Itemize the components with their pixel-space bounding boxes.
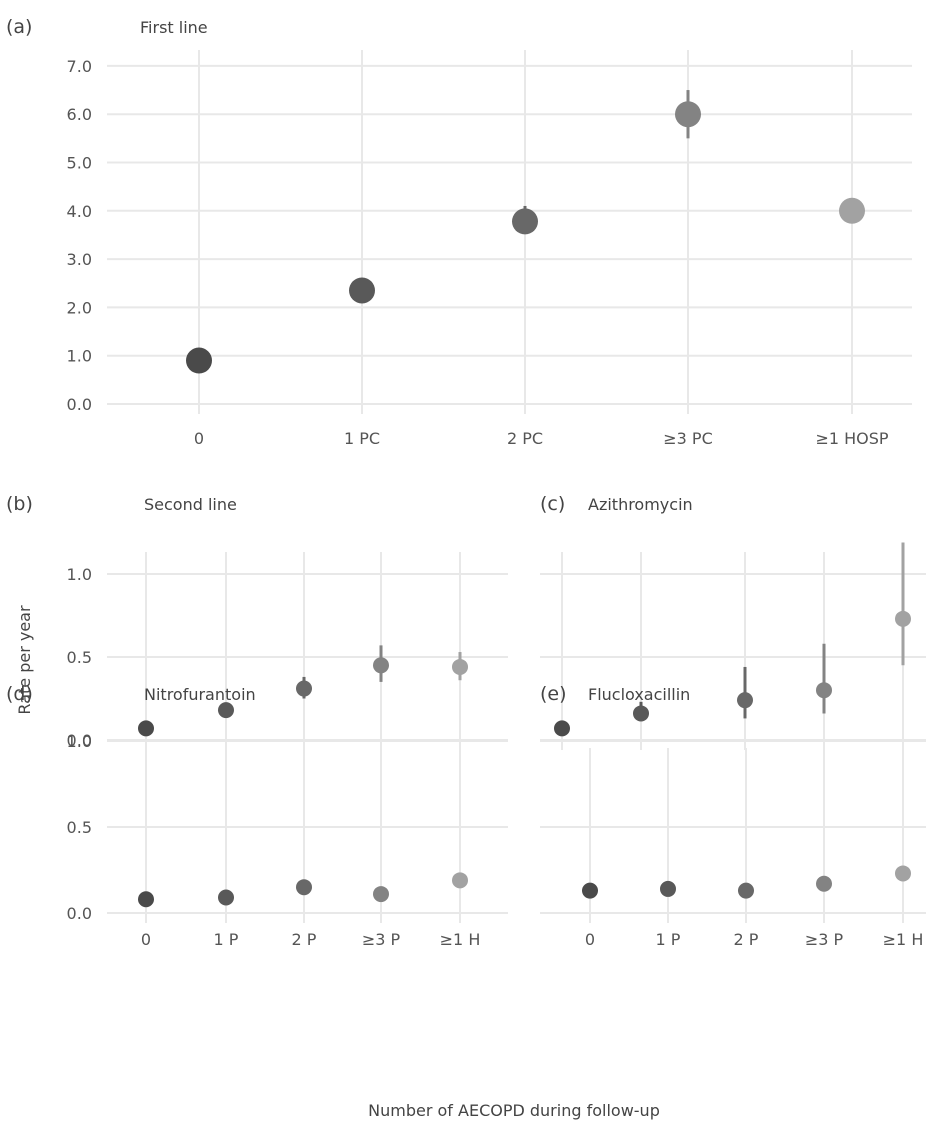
panel-letter: (a) [6,16,32,38]
data-point [675,101,701,128]
data-point [816,875,832,892]
panel-b: (b) Second line 0.0 0.5 1.0 [6,493,508,750]
data-point [218,889,234,906]
data-point [554,720,570,737]
x-tick-label: 1 P [656,930,681,949]
panel-title: Azithromycin [588,495,693,514]
data-point [186,347,212,374]
x-tick-label: ≥1 H [440,930,481,949]
panel-title: Flucloxacillin [588,685,690,704]
data-point [660,880,676,897]
panel-d: (d) Nitrofurantoin 0.0 0.5 1.0 0 1 P 2 P ≥3 P ≥1 … [6,683,508,949]
panel-title: Second line [144,495,237,514]
y-tick-label: 1.0 [67,732,92,751]
data-point [452,658,468,675]
data-point [218,702,234,719]
data-point [737,692,753,709]
y-tick-label: 3.0 [67,250,92,269]
data-point [895,865,911,882]
panel-letter: (c) [540,493,565,515]
data-point [582,882,598,899]
x-tick-label: 0 [585,930,595,949]
x-tick-label: ≥3 P [362,930,401,949]
x-tick-label: ≥1 H [883,930,924,949]
x-tick-label: ≥3 P [805,930,844,949]
panel-letter: (d) [6,683,33,705]
data-point [296,680,312,697]
x-tick-label: 2 PC [507,429,543,448]
y-tick-label: 7.0 [67,57,92,76]
x-axis-title: Number of AECOPD during follow-up [368,1101,660,1120]
panel-e: (e) Flucloxacillin 0 1 P 2 P ≥3 P ≥1 H [540,683,926,949]
data-point [373,657,389,674]
data-point [296,879,312,896]
data-point [738,882,754,899]
data-point [633,705,649,722]
data-point [839,197,865,224]
panel-letter: (e) [540,683,567,705]
x-tick-label: 1 P [214,930,239,949]
panel-title: First line [140,18,208,37]
y-tick-label: 0.0 [67,731,92,750]
y-tick-label: 0.0 [67,395,92,414]
y-tick-label: 1.0 [67,565,92,584]
panel-c: (c) Azithromycin [540,493,926,750]
data-point [895,610,911,627]
data-point [373,886,389,903]
data-point [512,208,538,235]
x-tick-label: ≥1 HOSP [815,429,888,448]
data-point [452,872,468,889]
panel-letter: (b) [6,493,33,515]
panel-title: Nitrofurantoin [144,685,256,704]
y-tick-label: 2.0 [67,298,92,317]
y-tick-label: 4.0 [67,202,92,221]
y-tick-label: 1.0 [67,347,92,366]
y-tick-label: 0.5 [67,818,92,837]
data-point [816,682,832,699]
x-tick-label: 0 [194,429,204,448]
y-tick-label: 0.5 [67,648,92,667]
x-tick-label: 2 P [292,930,317,949]
y-tick-label: 5.0 [67,154,92,173]
y-tick-label: 6.0 [67,105,92,124]
x-tick-label: 1 PC [344,429,380,448]
data-point [349,277,375,304]
data-point [138,891,154,908]
y-axis-title: Rate per year [15,605,34,715]
y-tick-label: 0.0 [67,904,92,923]
data-point [138,720,154,737]
x-tick-label: 2 P [734,930,759,949]
x-tick-label: ≥3 PC [663,429,713,448]
x-tick-label: 0 [141,930,151,949]
panel-a: (a) First line 0.0 1.0 2.0 3.0 4.0 5.0 6.0 7.0 0 1 … [6,16,912,448]
